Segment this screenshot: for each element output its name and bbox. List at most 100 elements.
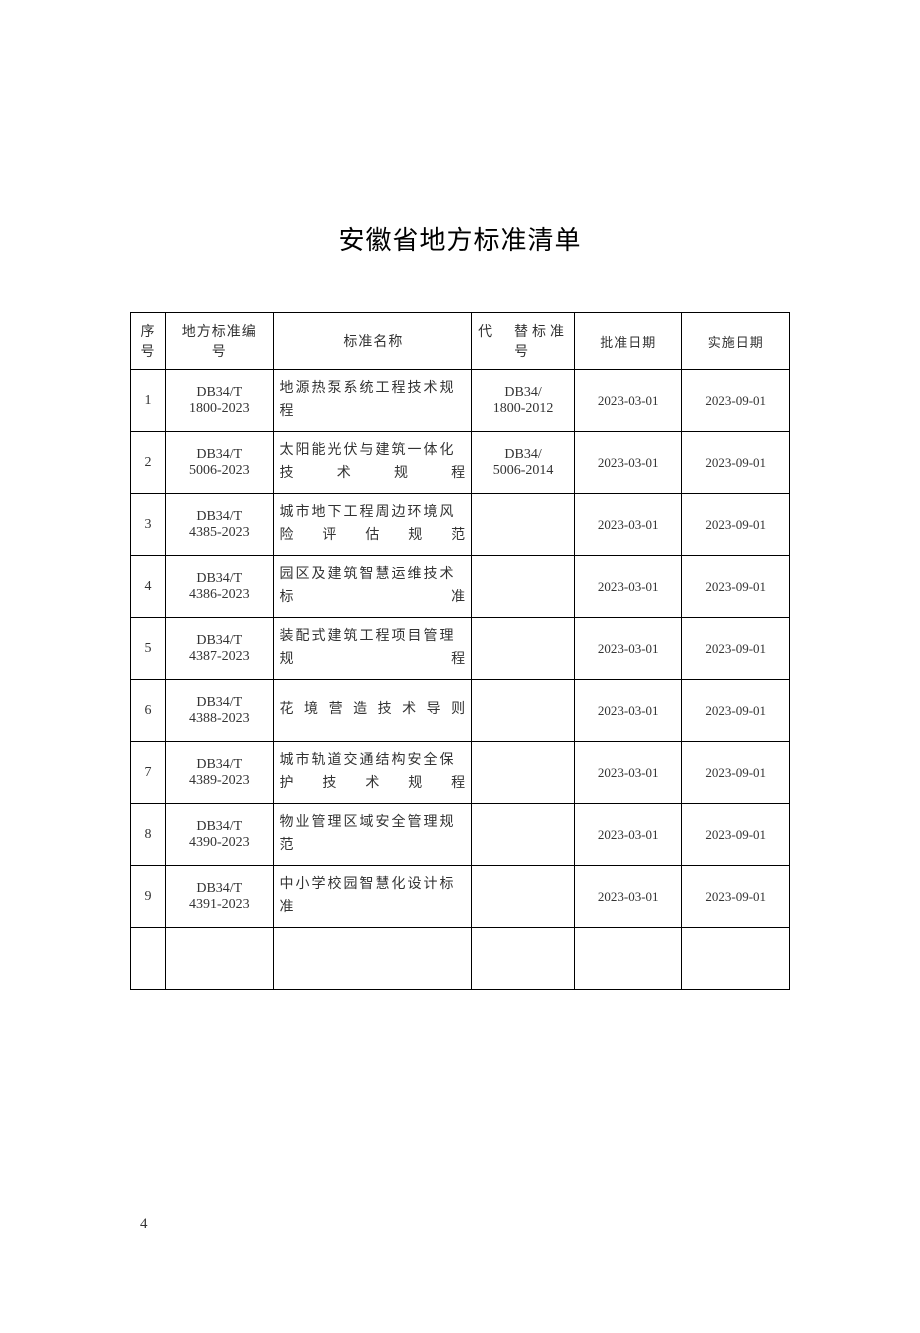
cell-std-no: DB34/T 4391-2023 [166, 866, 273, 928]
cell-empty [273, 928, 472, 990]
cell-impl: 2023-09-01 [682, 866, 790, 928]
page-number: 4 [140, 1216, 148, 1233]
table-row: 1 DB34/T 1800-2023 地源热泵系统工程技术规程 DB34/ 18… [131, 370, 790, 432]
cell-replace [472, 618, 575, 680]
cell-seq: 9 [131, 866, 166, 928]
std-no-l1: DB34/T [170, 385, 268, 401]
cell-seq: 5 [131, 618, 166, 680]
std-no-l2: 5006-2023 [170, 463, 268, 479]
cell-impl: 2023-09-01 [682, 556, 790, 618]
replace-l2: 1800-2012 [476, 401, 570, 417]
header-seq: 序号 [131, 313, 166, 370]
table-row: 2 DB34/T 5006-2023 太阳能光伏与建筑一体化技术规程 DB34/… [131, 432, 790, 494]
std-no-l1: DB34/T [170, 447, 268, 463]
table-row: 7 DB34/T 4389-2023 城市轨道交通结构安全保护技术规程 2023… [131, 742, 790, 804]
cell-std-name: 太阳能光伏与建筑一体化技术规程 [273, 432, 472, 494]
cell-empty [472, 928, 575, 990]
cell-seq: 3 [131, 494, 166, 556]
cell-seq: 8 [131, 804, 166, 866]
cell-replace [472, 742, 575, 804]
cell-std-no: DB34/T 4387-2023 [166, 618, 273, 680]
page-title: 安徽省地方标准清单 [130, 220, 790, 257]
header-replace: 代 替标准号 [472, 313, 575, 370]
std-no-l2: 4388-2023 [170, 711, 268, 727]
std-no-l2: 4387-2023 [170, 649, 268, 665]
cell-impl: 2023-09-01 [682, 680, 790, 742]
cell-seq: 4 [131, 556, 166, 618]
table-row: 5 DB34/T 4387-2023 装配式建筑工程项目管理规程 2023-03… [131, 618, 790, 680]
std-name-text: 城市地下工程周边环境风险评估规范 [280, 505, 468, 542]
cell-approve: 2023-03-01 [574, 618, 681, 680]
cell-approve: 2023-03-01 [574, 742, 681, 804]
header-approve: 批准日期 [574, 313, 681, 370]
cell-replace [472, 804, 575, 866]
table-row: 6 DB34/T 4388-2023 花境营造技术导则 2023-03-01 2… [131, 680, 790, 742]
table-row: 4 DB34/T 4386-2023 园区及建筑智慧运维技术标准 2023-03… [131, 556, 790, 618]
cell-std-no: DB34/T 1800-2023 [166, 370, 273, 432]
std-no-l1: DB34/T [170, 509, 268, 525]
std-name-text: 城市轨道交通结构安全保护技术规程 [280, 753, 468, 790]
std-no-l2: 4386-2023 [170, 587, 268, 603]
replace-l1: DB34/ [476, 447, 570, 463]
cell-empty [131, 928, 166, 990]
cell-approve: 2023-03-01 [574, 804, 681, 866]
cell-std-no: DB34/T 4388-2023 [166, 680, 273, 742]
header-std-no: 地方标准编 号 [166, 313, 273, 370]
cell-std-name: 花境营造技术导则 [273, 680, 472, 742]
cell-impl: 2023-09-01 [682, 804, 790, 866]
cell-std-name: 装配式建筑工程项目管理规程 [273, 618, 472, 680]
std-name-text: 园区及建筑智慧运维技术标准 [280, 567, 468, 604]
cell-replace [472, 680, 575, 742]
std-no-l2: 4391-2023 [170, 897, 268, 913]
std-no-l1: DB34/T [170, 757, 268, 773]
std-no-l2: 4390-2023 [170, 835, 268, 851]
cell-replace [472, 494, 575, 556]
table-row-empty [131, 928, 790, 990]
cell-approve: 2023-03-01 [574, 370, 681, 432]
std-no-l2: 4385-2023 [170, 525, 268, 541]
cell-approve: 2023-03-01 [574, 432, 681, 494]
page-container: 安徽省地方标准清单 序号 地方标准编 号 标准名称 代 替标准号 批准日期 实施… [0, 0, 920, 990]
std-no-l2: 1800-2023 [170, 401, 268, 417]
cell-std-no: DB34/T 4385-2023 [166, 494, 273, 556]
header-std-name: 标准名称 [273, 313, 472, 370]
std-no-l1: DB34/T [170, 695, 268, 711]
cell-replace: DB34/ 1800-2012 [472, 370, 575, 432]
cell-seq: 2 [131, 432, 166, 494]
cell-approve: 2023-03-01 [574, 866, 681, 928]
cell-impl: 2023-09-01 [682, 370, 790, 432]
cell-replace [472, 866, 575, 928]
table-row: 3 DB34/T 4385-2023 城市地下工程周边环境风险评估规范 2023… [131, 494, 790, 556]
cell-empty [682, 928, 790, 990]
cell-std-name: 城市地下工程周边环境风险评估规范 [273, 494, 472, 556]
cell-empty [574, 928, 681, 990]
table-header-row: 序号 地方标准编 号 标准名称 代 替标准号 批准日期 实施日期 [131, 313, 790, 370]
std-no-l2: 4389-2023 [170, 773, 268, 789]
std-no-l1: DB34/T [170, 571, 268, 587]
cell-std-name: 城市轨道交通结构安全保护技术规程 [273, 742, 472, 804]
cell-approve: 2023-03-01 [574, 680, 681, 742]
cell-impl: 2023-09-01 [682, 494, 790, 556]
cell-std-name: 物业管理区域安全管理规范 [273, 804, 472, 866]
cell-replace [472, 556, 575, 618]
std-name-text: 花境营造技术导则 [280, 702, 468, 717]
cell-seq: 7 [131, 742, 166, 804]
cell-std-name: 地源热泵系统工程技术规程 [273, 370, 472, 432]
standards-table: 序号 地方标准编 号 标准名称 代 替标准号 批准日期 实施日期 1 DB34/… [130, 312, 790, 990]
cell-seq: 6 [131, 680, 166, 742]
std-name-text: 装配式建筑工程项目管理规程 [280, 629, 468, 666]
cell-approve: 2023-03-01 [574, 556, 681, 618]
cell-replace: DB34/ 5006-2014 [472, 432, 575, 494]
cell-std-name: 园区及建筑智慧运维技术标准 [273, 556, 472, 618]
cell-std-no: DB34/T 4389-2023 [166, 742, 273, 804]
cell-impl: 2023-09-01 [682, 618, 790, 680]
cell-std-no: DB34/T 4390-2023 [166, 804, 273, 866]
table-row: 9 DB34/T 4391-2023 中小学校园智慧化设计标准 2023-03-… [131, 866, 790, 928]
replace-l2: 5006-2014 [476, 463, 570, 479]
cell-impl: 2023-09-01 [682, 432, 790, 494]
std-name-text: 太阳能光伏与建筑一体化技术规程 [280, 443, 468, 480]
table-row: 8 DB34/T 4390-2023 物业管理区域安全管理规范 2023-03-… [131, 804, 790, 866]
cell-approve: 2023-03-01 [574, 494, 681, 556]
cell-std-name: 中小学校园智慧化设计标准 [273, 866, 472, 928]
header-impl: 实施日期 [682, 313, 790, 370]
